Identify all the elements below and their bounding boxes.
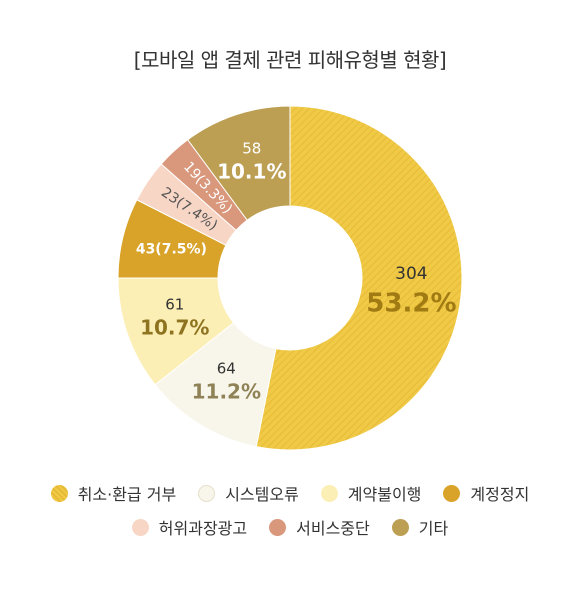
legend-swatch-icon xyxy=(320,484,338,502)
legend-swatch-icon xyxy=(269,518,287,536)
value-label-contract-breach: 61 xyxy=(165,296,184,314)
legend-swatch-icon xyxy=(443,484,461,502)
legend-item-other: 기타 xyxy=(391,515,449,539)
legend-item-refund-refusal: 취소·환급 거부 xyxy=(50,481,177,505)
percent-label-other: 10.1% xyxy=(217,160,286,184)
percent-label-contract-breach: 10.7% xyxy=(140,316,209,340)
value-label-system-error: 64 xyxy=(217,360,236,378)
value-label-refund-refusal: 304 xyxy=(395,264,427,284)
legend-item-account-suspension: 계정정지 xyxy=(443,481,529,505)
legend-item-contract-breach: 계약불이행 xyxy=(320,481,422,505)
slice-refund-refusal xyxy=(255,105,463,451)
legend-swatch-icon xyxy=(50,484,68,502)
legend-swatch-icon xyxy=(198,484,216,502)
legend-label: 계정정지 xyxy=(470,485,530,504)
legend-label: 기타 xyxy=(418,519,449,538)
chart-title: [모바일 앱 결제 관련 피해유형별 현황] xyxy=(133,48,447,72)
percent-label-system-error: 11.2% xyxy=(192,380,261,404)
legend-label: 취소·환급 거부 xyxy=(77,485,177,504)
legend-swatch-icon xyxy=(131,518,149,536)
data-label-account-suspension: 43(7.5%) xyxy=(136,241,207,257)
slice-other xyxy=(186,105,291,221)
legend-label: 계약불이행 xyxy=(347,485,422,504)
legend-swatch-icon xyxy=(391,518,409,536)
legend-label: 시스템오류 xyxy=(225,485,299,504)
legend-item-false-advertising: 허위과장광고 xyxy=(131,515,248,539)
percent-label-refund-refusal: 53.2% xyxy=(366,289,456,319)
legend-label: 서비스중단 xyxy=(296,519,370,538)
legend-row-1: 취소·환급 거부 시스템오류 계약불이행 계정정지 xyxy=(0,481,580,505)
legend-row-2: 허위과장광고 서비스중단 기타 xyxy=(0,515,580,539)
legend-item-service-interruption: 서비스중단 xyxy=(269,515,370,539)
legend-item-system-error: 시스템오류 xyxy=(198,481,299,505)
value-label-other: 58 xyxy=(242,140,261,158)
legend-label: 허위과장광고 xyxy=(158,519,248,538)
